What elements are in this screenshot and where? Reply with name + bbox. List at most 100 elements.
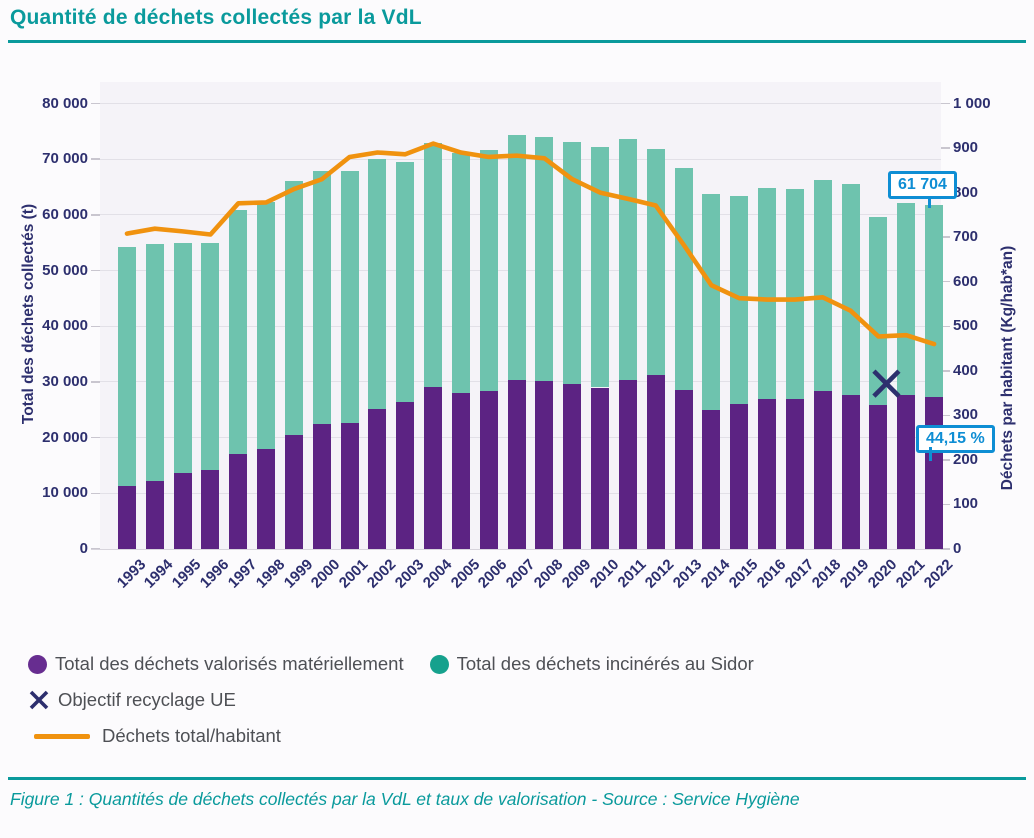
legend-item-valorise: Total des déchets valorisés matérielleme… [28, 653, 404, 675]
bar-valorise-2008 [535, 381, 554, 549]
title-divider [8, 40, 1026, 43]
legend: Total des déchets valorisés matérielleme… [28, 652, 780, 760]
bar-valorise-2003 [396, 401, 415, 549]
right-axis-tick [941, 548, 950, 550]
x-axis-label-2022: 2022 [920, 556, 957, 592]
x-axis-label-2008: 2008 [530, 556, 567, 592]
bar-incinere-2022 [925, 205, 944, 398]
x-axis-label-2006: 2006 [475, 556, 511, 592]
bar-incinere-2014 [702, 194, 721, 411]
bar-incinere-2001 [340, 171, 359, 424]
bar-incinere-2019 [841, 184, 860, 395]
annotation-total-2022-connector [928, 197, 931, 208]
bar-incinere-1993 [118, 246, 136, 487]
x-axis-label-2019: 2019 [836, 556, 873, 592]
bar-incinere-2010 [591, 147, 610, 388]
bar-incinere-2005 [451, 152, 470, 393]
legend-swatch-valorise [28, 654, 47, 674]
bar-valorise-2007 [507, 380, 526, 549]
bar-incinere-2020 [869, 216, 888, 405]
right-axis-tick-label: 200 [953, 450, 979, 468]
bar-valorise-2006 [479, 390, 498, 549]
x-axis-label-2021: 2021 [892, 556, 929, 592]
left-axis-tick-label: 50 000 [42, 261, 88, 279]
right-axis-tick [941, 503, 950, 506]
bar-valorise-2017 [785, 398, 804, 549]
bar-valorise-2010 [591, 387, 610, 549]
x-axis-line [91, 548, 950, 550]
bar-valorise-2011 [618, 380, 637, 549]
left-axis-tick-label: 20 000 [42, 428, 88, 446]
x-axis-label-2015: 2015 [725, 556, 762, 592]
bar-valorise-1997 [229, 454, 248, 549]
x-axis-label-2005: 2005 [447, 556, 483, 592]
left-axis-tick [91, 381, 100, 383]
x-axis-label-2007: 2007 [503, 556, 539, 592]
footer-divider [8, 777, 1026, 780]
bar-incinere-2015 [730, 196, 749, 405]
page-title: Quantité de déchets collectés par la VdL [10, 6, 422, 29]
legend-label-objectif: Objectif recyclage UE [58, 689, 236, 710]
left-axis-tick-label: 70 000 [42, 150, 88, 168]
bar-incinere-2008 [535, 136, 554, 382]
annotation-taux-valorisation-2022: 44,15 % [916, 425, 995, 453]
left-axis-tick [91, 214, 100, 216]
bar-valorise-1995 [173, 472, 192, 549]
right-axis-tick-label: 0 [953, 540, 962, 557]
bar-incinere-2003 [396, 161, 415, 402]
left-axis-tick-label: 80 000 [42, 94, 88, 112]
right-axis-tick-label: 1 000 [953, 94, 991, 112]
x-axis-label-2002: 2002 [363, 556, 400, 592]
right-axis-tick [941, 147, 950, 149]
bar-valorise-2022 [925, 397, 944, 549]
x-axis-label-2018: 2018 [809, 556, 845, 592]
right-axis-tick [941, 280, 950, 283]
bar-valorise-2002 [368, 408, 387, 549]
left-axis-tick [91, 158, 100, 160]
figure-caption: Figure 1 : Quantités de déchets collecté… [10, 789, 800, 809]
x-axis-label-2016: 2016 [753, 556, 790, 592]
x-axis-label-2014: 2014 [697, 556, 734, 592]
right-axis-tick-label: 600 [953, 272, 979, 290]
bar-incinere-2004 [424, 143, 443, 387]
right-axis-tick [941, 414, 950, 417]
left-axis-tick-label: 40 000 [42, 317, 88, 335]
bar-valorise-2012 [646, 374, 665, 549]
bar-incinere-2000 [312, 170, 331, 424]
left-axis-tick [91, 102, 100, 105]
bar-valorise-2020 [869, 404, 888, 549]
legend-label-incinere: Total des déchets incinérés au Sidor [456, 653, 754, 674]
right-axis-tick-label: 500 [953, 317, 979, 335]
bar-incinere-1995 [173, 242, 192, 473]
bar-valorise-2009 [563, 384, 582, 549]
bar-valorise-2005 [451, 392, 470, 549]
bar-incinere-2011 [618, 138, 637, 381]
right-axis-tick-label: 700 [953, 228, 979, 246]
legend-row-3: Déchets total/habitant [28, 724, 780, 748]
bar-incinere-2018 [813, 179, 832, 391]
bar-incinere-1999 [284, 180, 303, 436]
bar-incinere-2002 [368, 159, 387, 409]
x-axis-label-2020: 2020 [864, 556, 901, 592]
x-axis-label-1998: 1998 [252, 556, 289, 592]
left-axis-tick [91, 269, 100, 272]
bar-valorise-1999 [284, 435, 303, 549]
bar-valorise-2013 [674, 389, 693, 549]
x-axis-label-2010: 2010 [586, 556, 623, 592]
bar-incinere-2016 [758, 187, 777, 399]
left-axis-tick-label: 30 000 [42, 372, 88, 390]
right-axis-tick [941, 325, 950, 327]
bar-valorise-1996 [201, 470, 220, 549]
right-axis-tick [941, 236, 950, 238]
left-axis-tick [91, 325, 100, 327]
x-axis-label-2017: 2017 [781, 556, 817, 592]
bar-valorise-2018 [813, 390, 832, 549]
right-axis-tick-label: 300 [953, 406, 979, 424]
annotation-taux-valorisation-2022-connector [929, 447, 932, 461]
x-axis-label-1999: 1999 [280, 556, 317, 592]
bar-valorise-2019 [841, 394, 860, 549]
bar-incinere-2006 [479, 149, 498, 391]
left-axis-tick [91, 436, 100, 439]
legend-row-2: Objectif recyclage UE [28, 688, 780, 712]
bar-valorise-2000 [312, 423, 331, 549]
